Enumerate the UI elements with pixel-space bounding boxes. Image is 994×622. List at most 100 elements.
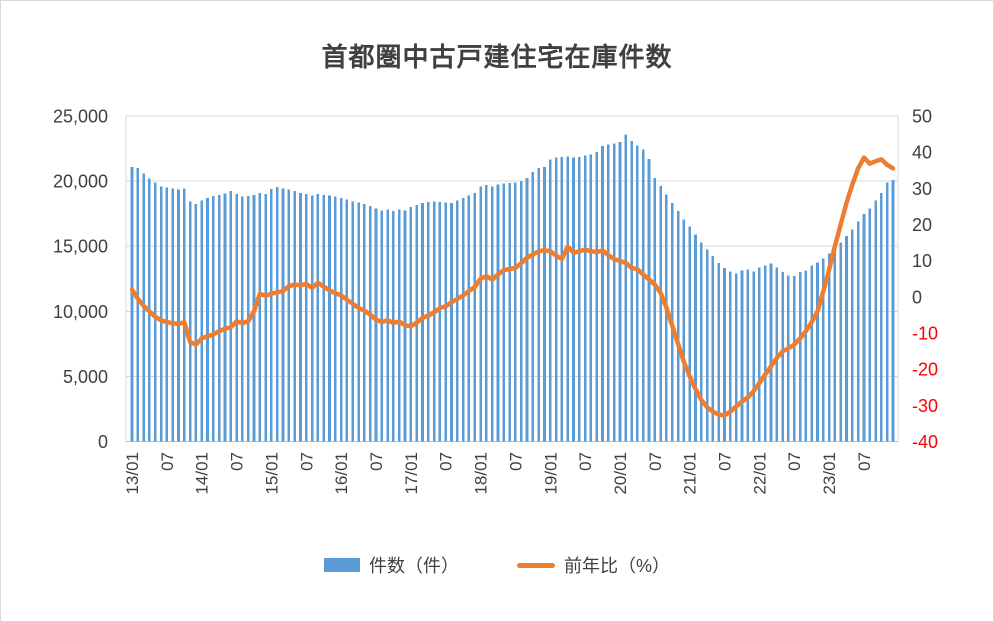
x-axis-tick-label: 15/01 bbox=[262, 452, 281, 495]
x-axis-tick-label: 07 bbox=[785, 452, 804, 471]
chart-title: 首都圏中古戸建住宅在庫件数 bbox=[321, 42, 673, 72]
bar bbox=[316, 194, 320, 442]
x-axis-tick-label: 17/01 bbox=[402, 452, 421, 495]
bar bbox=[473, 192, 477, 442]
bar bbox=[374, 208, 378, 442]
legend-label-yoy: 前年比（%） bbox=[563, 556, 670, 576]
right-axis-tick-label: 10 bbox=[912, 251, 932, 271]
bar bbox=[769, 263, 773, 442]
bar bbox=[386, 209, 389, 442]
bar bbox=[508, 183, 511, 442]
x-axis-tick-label: 22/01 bbox=[750, 452, 769, 495]
x-axis-tick-label: 20/01 bbox=[611, 452, 630, 495]
bar bbox=[694, 234, 697, 442]
bar bbox=[479, 186, 482, 442]
right-axis-tick-label: -40 bbox=[912, 432, 938, 452]
bar bbox=[589, 154, 593, 442]
right-axis-tick-label: 20 bbox=[912, 215, 932, 235]
bar bbox=[856, 221, 860, 442]
right-axis-labels: -40 -30 -20 -10 0 10 20 30 40 50 bbox=[912, 107, 938, 453]
bar bbox=[217, 194, 221, 442]
bar bbox=[525, 177, 529, 442]
right-axis-tick-label: 30 bbox=[912, 179, 932, 199]
bar bbox=[496, 184, 500, 442]
bar bbox=[729, 271, 732, 442]
yoy-line-series bbox=[129, 155, 896, 418]
x-axis-tick-label: 07 bbox=[228, 452, 247, 471]
bar bbox=[641, 149, 645, 442]
bar bbox=[583, 155, 587, 442]
bar bbox=[554, 157, 558, 442]
bar bbox=[891, 179, 895, 442]
x-axis-tick-label: 07 bbox=[437, 452, 456, 471]
bar bbox=[485, 185, 488, 442]
bar bbox=[339, 198, 343, 442]
bar bbox=[734, 273, 738, 442]
bar bbox=[630, 141, 633, 442]
bar bbox=[200, 200, 204, 442]
bar bbox=[171, 188, 174, 442]
right-axis-tick-label: 50 bbox=[912, 107, 932, 127]
x-axis-tick-label: 07 bbox=[576, 452, 595, 471]
bar bbox=[723, 267, 726, 442]
bar bbox=[676, 211, 680, 442]
bar bbox=[252, 194, 256, 442]
bar bbox=[467, 195, 471, 442]
bar bbox=[444, 202, 447, 442]
bar bbox=[334, 196, 337, 442]
bar bbox=[798, 272, 802, 442]
bar bbox=[397, 209, 401, 442]
bar bbox=[874, 200, 877, 442]
bar bbox=[287, 189, 291, 442]
x-axis-tick-label: 16/01 bbox=[332, 452, 351, 495]
left-axis-tick-label: 20,000 bbox=[53, 172, 108, 192]
bar bbox=[310, 195, 314, 442]
bar bbox=[322, 194, 325, 442]
bar-series-swatch-icon bbox=[323, 558, 360, 572]
right-axis-tick-label: 0 bbox=[912, 287, 922, 307]
bar bbox=[304, 194, 308, 442]
bar bbox=[665, 194, 668, 442]
x-axis-tick-label: 07 bbox=[716, 452, 735, 471]
yoy-line bbox=[129, 155, 896, 418]
bar bbox=[868, 208, 872, 442]
line-series-swatch-icon bbox=[516, 562, 555, 568]
bar bbox=[804, 270, 808, 442]
legend-label-inventory: 件数（件） bbox=[368, 556, 459, 576]
left-axis-tick-label: 25,000 bbox=[53, 107, 108, 127]
right-axis-tick-label: -10 bbox=[912, 324, 938, 344]
bar bbox=[752, 271, 755, 442]
bar bbox=[740, 270, 744, 442]
bar bbox=[711, 256, 715, 442]
bar bbox=[647, 158, 651, 442]
bar bbox=[351, 201, 355, 442]
left-axis-labels: 0 5,000 10,000 15,000 20,000 25,000 bbox=[53, 107, 108, 453]
bar bbox=[821, 258, 825, 442]
x-axis-labels: 13/01 07 14/01 07 15/01 07 16/01 07 17/01 07 18/01… bbox=[123, 452, 874, 495]
bar bbox=[264, 194, 267, 442]
bar bbox=[612, 143, 616, 442]
bar bbox=[775, 267, 779, 442]
right-axis-tick-label: -30 bbox=[912, 396, 938, 416]
left-axis-tick-label: 0 bbox=[98, 432, 108, 452]
x-axis-tick-label: 07 bbox=[506, 452, 525, 471]
bars-series bbox=[130, 134, 895, 442]
x-axis-tick-label: 14/01 bbox=[193, 452, 212, 495]
bar bbox=[543, 166, 546, 442]
bar bbox=[223, 193, 227, 442]
bar bbox=[880, 192, 883, 442]
bar bbox=[299, 192, 302, 442]
bar bbox=[827, 253, 831, 442]
bar bbox=[432, 201, 436, 442]
bar bbox=[188, 201, 192, 442]
x-axis-tick-label: 21/01 bbox=[681, 452, 700, 495]
bar bbox=[456, 200, 459, 442]
bar bbox=[885, 182, 889, 442]
bar bbox=[636, 145, 639, 442]
bar bbox=[421, 203, 424, 442]
bar bbox=[438, 201, 442, 442]
bar bbox=[328, 195, 331, 442]
bar bbox=[177, 189, 180, 442]
bar bbox=[810, 265, 813, 442]
